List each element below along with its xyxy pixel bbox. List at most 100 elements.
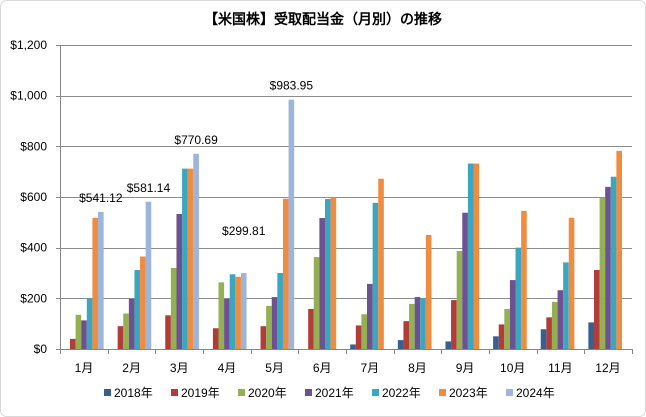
bar-series-6-month-3: [193, 153, 199, 349]
y-tick-label: $800: [20, 139, 47, 153]
bar-series-4-month-9: [467, 163, 474, 349]
bar-series-1-month-8: [403, 321, 410, 349]
bar-series-3-month-9: [462, 212, 468, 349]
chart-title: 【米国株】受取配当金（月別）の推移: [204, 11, 442, 27]
x-axis-tick-labels: 1月 2月 3月 4月 5月 6月 7月 8月 9月 10月 11月 12月: [75, 361, 621, 375]
legend-swatch: [104, 389, 111, 396]
legend-item: 2021年: [305, 386, 354, 400]
y-tick-label: $1,000: [10, 89, 47, 103]
bar-series-1-month-11: [546, 317, 552, 349]
legend-swatch: [506, 389, 513, 396]
bar-series-2-month-6: [313, 257, 320, 349]
bar-series-4-month-2: [134, 269, 141, 349]
bar-series-2-month-8: [409, 303, 415, 349]
bar-series-1-month-5: [260, 326, 267, 349]
legend-item: 2024年: [506, 386, 555, 400]
axes: [56, 45, 633, 354]
bar-series-4-month-12: [610, 176, 617, 349]
x-tick-label: 1月: [75, 361, 94, 375]
bar-series-0-month-10: [493, 336, 499, 349]
bar-series-3-month-2: [128, 298, 135, 349]
legend-item: 2020年: [238, 386, 287, 400]
gridlines: [60, 45, 632, 299]
legend-item: 2018年: [104, 386, 153, 400]
x-tick-label: 10月: [500, 361, 525, 375]
bar-series-6-month-5: [288, 99, 295, 349]
x-tick-label: 7月: [360, 361, 379, 375]
bar-series-5-month-5: [282, 198, 289, 349]
bar-series-1-month-7: [355, 325, 362, 349]
y-axis-tick-labels: $0 $200 $400 $600 $800 $1,000 $1,200: [10, 38, 47, 356]
bar-series-5-month-4: [235, 276, 241, 349]
x-tick-label: 12月: [595, 361, 620, 375]
legend-item: 2022年: [372, 386, 421, 400]
bar-series-4-month-7: [372, 202, 379, 349]
y-tick-label: $1,200: [10, 38, 47, 52]
legend-swatch: [305, 389, 312, 396]
bar-series-0-month-12: [588, 322, 594, 349]
bar-series-4-month-6: [324, 199, 331, 349]
bar-series-1-month-6: [308, 308, 314, 349]
bar-series-2-month-10: [504, 308, 510, 349]
bar-series-4-month-5: [277, 273, 283, 349]
y-tick-label: $400: [20, 241, 47, 255]
legend-swatch: [238, 389, 245, 396]
x-tick-label: 2月: [122, 361, 141, 375]
bar-series-2-month-11: [551, 301, 558, 349]
bar-series-6-month-2: [145, 201, 152, 349]
bar-series-2-month-3: [170, 267, 177, 349]
bar-series-2-month-9: [456, 250, 463, 349]
bar-series-1-month-3: [165, 315, 171, 349]
bar-series-2-month-1: [75, 314, 82, 349]
bar-series-0-month-9: [445, 341, 452, 349]
data-label-month-2: $581.14: [127, 181, 171, 195]
bar-series-4-month-3: [182, 168, 188, 349]
legend-swatch: [372, 389, 379, 396]
bar-series-5-month-1: [92, 217, 99, 349]
data-label-month-4: $299.81: [222, 224, 266, 238]
bar-series-1-month-12: [593, 269, 600, 349]
bar-series-1-month-4: [212, 328, 219, 349]
legend-swatch: [171, 389, 178, 396]
bar-series-5-month-3: [187, 168, 194, 349]
bar-series-3-month-5: [271, 297, 278, 349]
legend: 2018年 2019年 2020年 2021年 2022年 2023年 2024年: [104, 386, 555, 400]
bar-series-3-month-3: [176, 213, 183, 349]
legend-label: 2023年: [449, 386, 488, 400]
bar-series-3-month-12: [605, 186, 611, 349]
bar-series-3-month-8: [414, 297, 421, 349]
bar-series-6-month-1: [98, 211, 104, 349]
legend-item: 2019年: [171, 386, 220, 400]
bar-series-3-month-7: [367, 283, 373, 349]
x-tick-label: 11月: [548, 361, 572, 375]
bar-series-5-month-11: [568, 217, 575, 349]
data-labels: $541.12 $581.14 $770.69 $299.81 $983.95: [79, 79, 313, 238]
bar-series-3-month-11: [557, 290, 564, 349]
bar-series-1-month-10: [498, 324, 505, 349]
bar-series-0-month-11: [540, 329, 547, 349]
x-tick-label: 6月: [313, 361, 332, 375]
bar-series-5-month-8: [425, 235, 432, 349]
legend-label: 2019年: [181, 386, 220, 400]
bar-series-4-month-10: [515, 247, 522, 349]
bar-series-0-month-7: [350, 344, 356, 349]
data-label-month-3: $770.69: [174, 133, 218, 147]
legend-item: 2023年: [439, 386, 488, 400]
bar-series-0-month-8: [397, 340, 404, 349]
legend-label: 2022年: [382, 386, 421, 400]
legend-label: 2021年: [315, 386, 354, 400]
bars: [70, 99, 622, 349]
bar-series-2-month-2: [123, 313, 129, 349]
bar-series-5-month-7: [378, 178, 384, 349]
bar-series-5-month-10: [521, 210, 527, 349]
y-tick-label: $0: [34, 342, 48, 356]
data-label-month-1: $541.12: [79, 191, 123, 205]
bar-series-4-month-4: [229, 274, 236, 349]
bar-series-6-month-4: [240, 273, 247, 349]
legend-label: 2024年: [516, 386, 555, 400]
bar-series-5-month-9: [473, 163, 480, 349]
bar-series-5-month-6: [330, 197, 337, 349]
x-tick-label: 5月: [265, 361, 284, 375]
bar-series-3-month-4: [224, 298, 230, 349]
